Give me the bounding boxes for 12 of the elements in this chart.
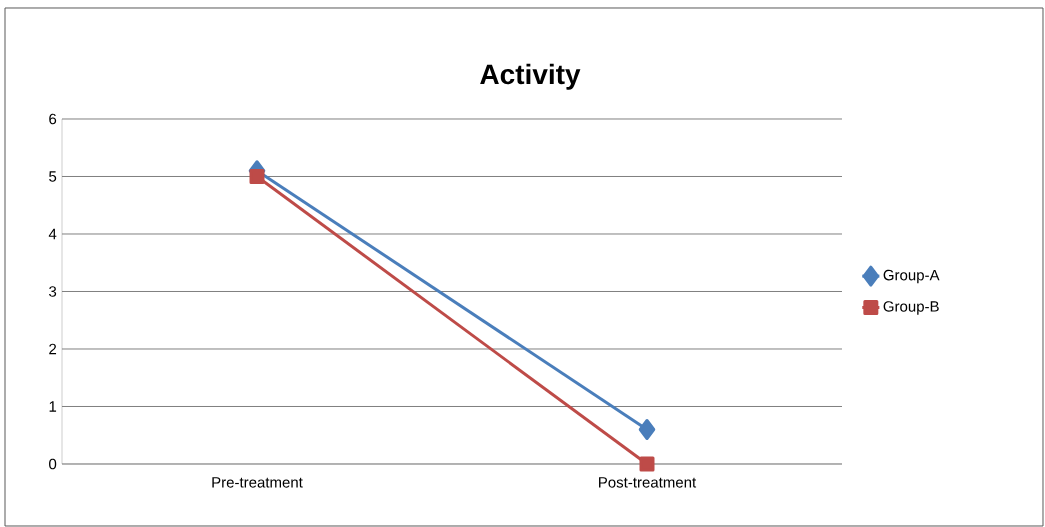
y-tick-label: 5 [49, 171, 57, 182]
y-tick-label: 4 [48, 228, 57, 240]
x-tick-label: Pre-treatment [212, 477, 303, 488]
y-tick-label: 0 [49, 458, 57, 470]
chart-title: Activity [480, 63, 581, 90]
legend-label: Group-A [883, 269, 940, 284]
y-tick-label: 1 [49, 401, 57, 412]
x-tick-label: Post-treatment [599, 477, 697, 488]
legend-label: Group-B [883, 301, 939, 315]
y-tick-label: 2 [49, 343, 57, 355]
y-tick-label: 6 [49, 113, 57, 125]
y-tick-label: 3 [49, 286, 57, 297]
